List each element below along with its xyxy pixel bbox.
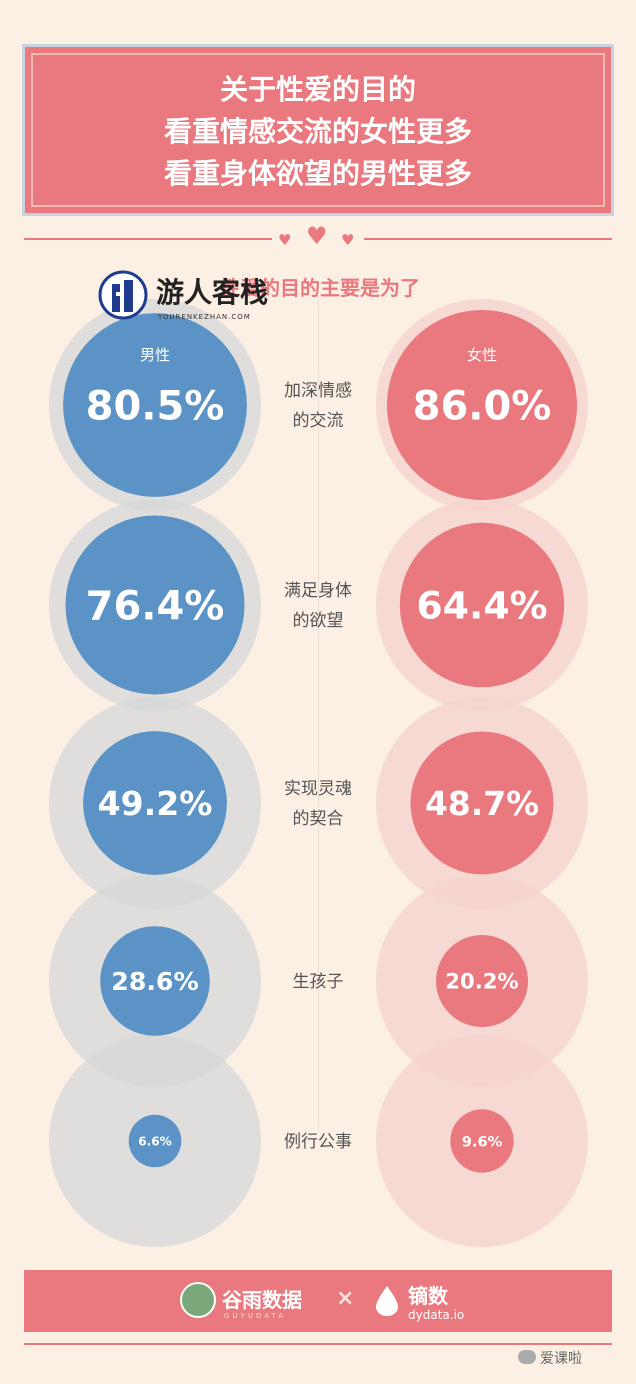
bottom-divider [24,1343,612,1345]
category-label: 满足身体 [284,581,352,601]
watermark-text: 游人客栈 [156,276,269,309]
female-value-label: 48.7% [425,784,539,823]
female-bubble [450,1109,514,1173]
female-value-label: 9.6% [462,1133,503,1150]
title-line-1: 关于性爱的目的 [219,73,416,106]
male-value-label: 76.4% [86,583,225,629]
heart-icon: ♥ [306,222,328,250]
male-bubble [65,515,245,695]
female-label: 女性 [467,346,497,364]
watermark-sub: YOURENKEZHAN.COM [158,313,251,321]
wechat-icon [518,1350,536,1364]
title-line-2: 看重情感交流的女性更多 [163,115,472,148]
category-label: 生孩子 [293,972,344,992]
category-label: 加深情感 [284,381,352,401]
male-value-label: 6.6% [138,1134,172,1148]
footer: 谷雨数据 GUYUDATA × 镝数 dydata.io [24,1270,612,1332]
female-value-label: 86.0% [413,383,552,429]
male-bubble [128,1114,182,1168]
category-label: 实现灵魂 [284,779,352,799]
female-bubble [399,522,565,688]
title-banner: 关于性爱的目的 看重情感交流的女性更多 看重身体欲望的男性更多 [22,44,614,216]
male-bubble [83,731,227,875]
title-line-3: 看重身体欲望的男性更多 [163,157,472,190]
female-bubble [410,731,554,875]
female-bubble [436,935,528,1027]
male-value-label: 49.2% [98,784,213,823]
male-value-label: 80.5% [86,383,225,429]
footer-brand-2: 镝数 [408,1284,448,1308]
category-label: 的契合 [293,809,344,829]
building-logo-icon [98,270,148,320]
female-value-label: 64.4% [416,584,547,628]
title: 关于性爱的目的 看重情感交流的女性更多 看重身体欲望的男性更多 [25,69,611,195]
heart-icon: ♥ [341,231,355,249]
footer-brand-1-sub: GUYUDATA [224,1312,286,1320]
male-value-label: 28.6% [111,967,198,996]
wechat-account: 爱课啦 [540,1351,582,1367]
category-label: 的交流 [293,411,344,431]
droplet-logo-icon [376,1286,398,1316]
center-line [318,300,319,1130]
footer-brand-1: 谷雨数据 [222,1288,302,1312]
bird-logo-icon [180,1282,216,1318]
chart-subtitle: 性爱的目的主要是为了 [220,276,420,300]
divider-left [24,238,272,240]
heart-icon: ♥ [278,231,292,249]
category-label: 例行公事 [284,1132,352,1152]
male-label: 男性 [140,346,170,364]
footer-brand-2-sub: dydata.io [408,1308,465,1322]
female-bubble [387,310,577,500]
bubble-chart: 80.5% 76.4% 49.2% 28.6% 6.6% 86.0% 64.4% 48.7% 2… [49,299,588,1247]
male-bubble [63,313,247,497]
divider-right [364,238,612,240]
category-label: 的欲望 [293,611,344,631]
male-bubble [100,926,210,1036]
footer-separator: × [336,1286,355,1311]
female-value-label: 20.2% [445,969,519,994]
